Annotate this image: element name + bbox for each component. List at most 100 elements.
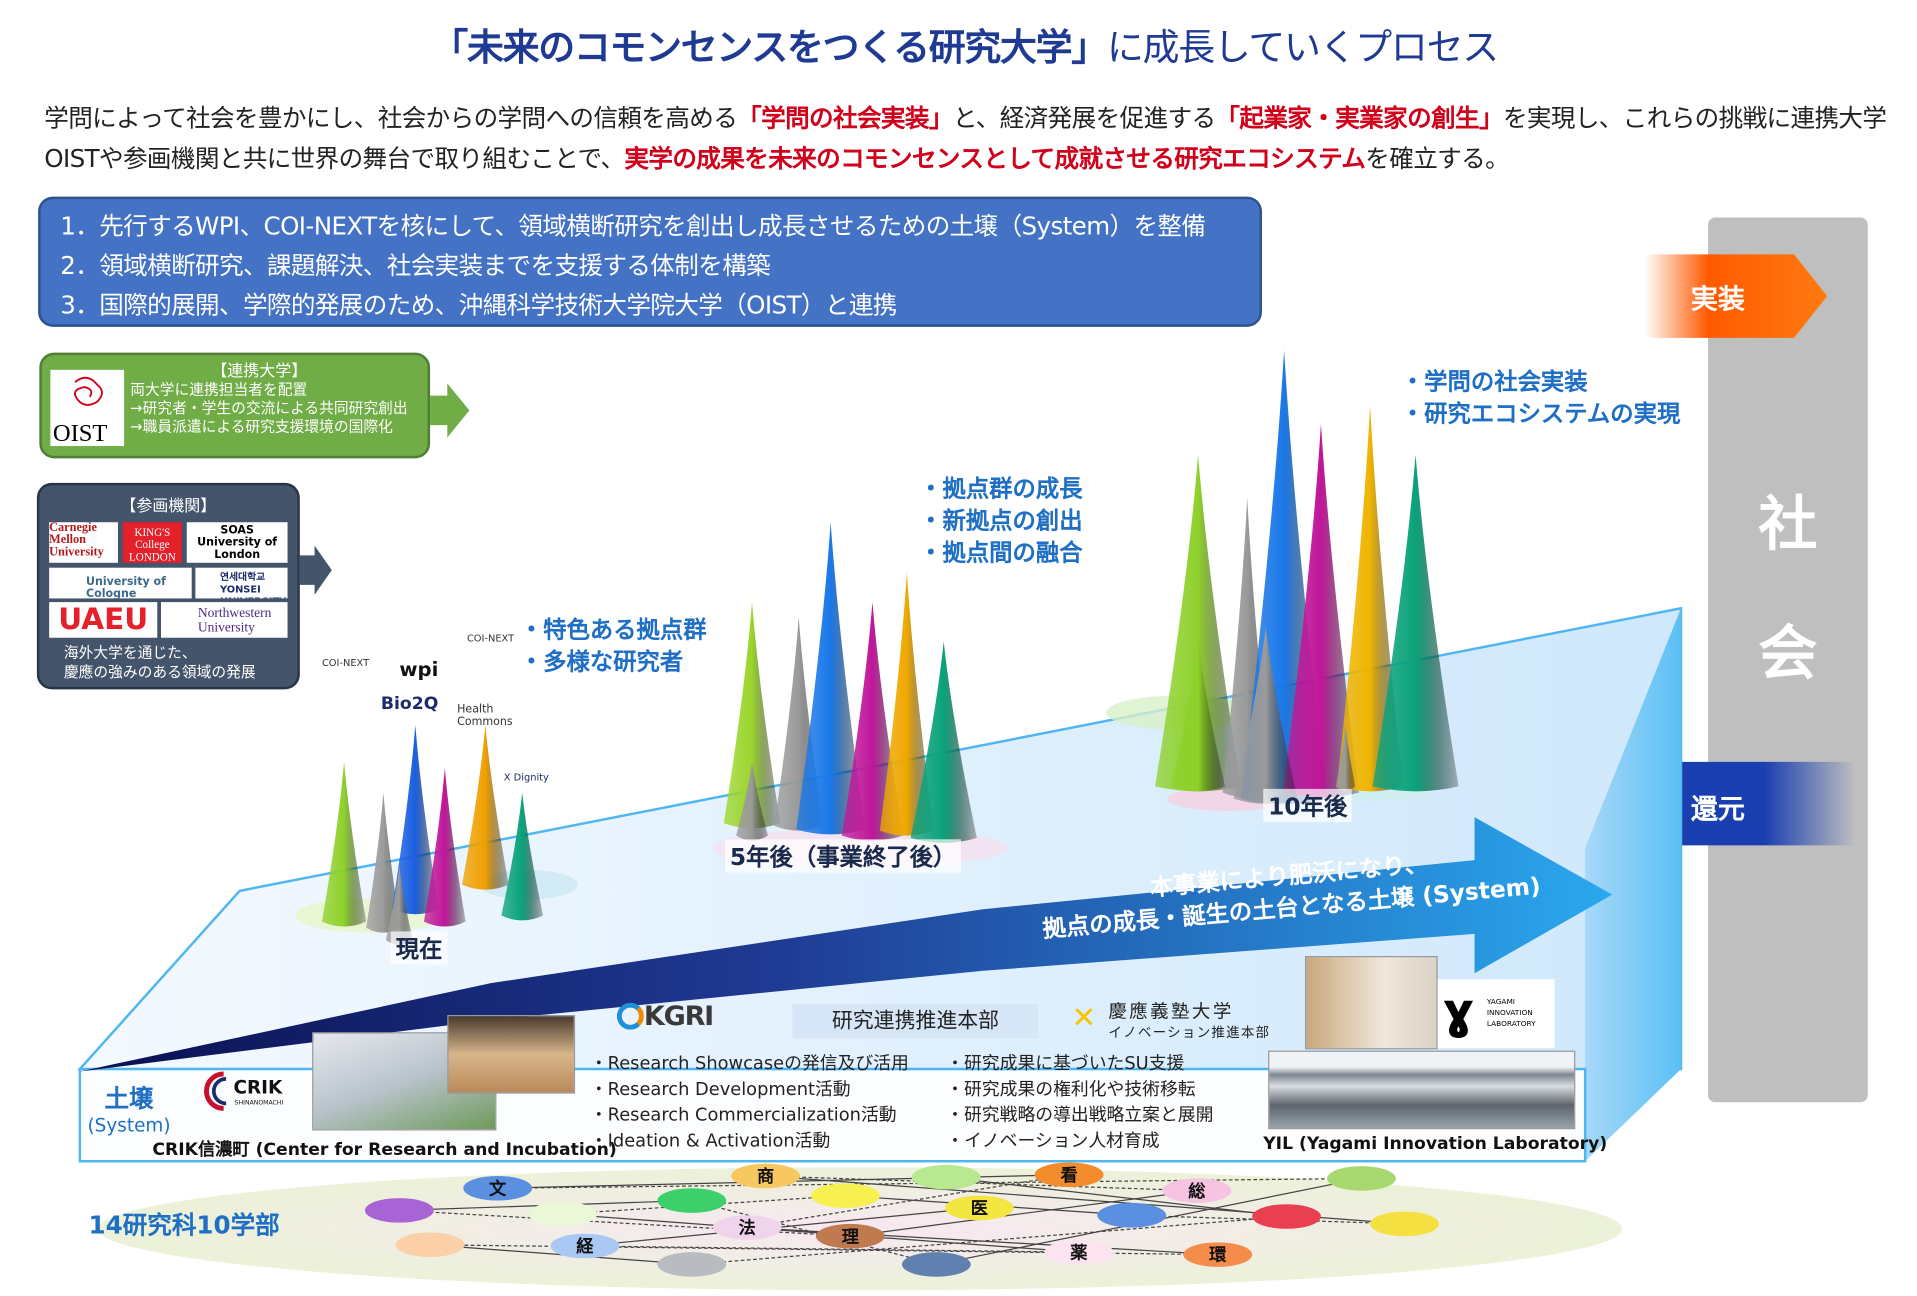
faculty-node-label: 法 bbox=[739, 1218, 756, 1239]
society-char: 社 bbox=[1758, 490, 1818, 560]
soil-platform-side bbox=[1585, 608, 1681, 1162]
faculty-node bbox=[731, 1163, 800, 1189]
bullet: ・新拠点の創出 bbox=[919, 507, 1083, 535]
network-link bbox=[691, 1199, 937, 1266]
oist-arrow-icon bbox=[430, 383, 470, 438]
soil-title: 土壌 bbox=[104, 1083, 154, 1114]
list-item: ・研究成果に基づいたSU支援 bbox=[946, 1054, 1185, 1074]
kgri-logo: KGRI bbox=[616, 1001, 714, 1032]
bullet: ・拠点群の成長 bbox=[919, 475, 1083, 503]
faculty-node bbox=[1183, 1242, 1253, 1267]
faculty-node bbox=[550, 1233, 620, 1259]
cologne-logo: University of Cologne bbox=[49, 567, 192, 599]
research-hub-cone bbox=[736, 761, 769, 841]
faculty-node bbox=[815, 1223, 885, 1249]
growth-arrow bbox=[79, 817, 1613, 1072]
implement-arrow bbox=[1644, 254, 1828, 338]
bio2q-logo: Bio2Q bbox=[380, 694, 439, 714]
research-hub-cone bbox=[1155, 454, 1242, 792]
oist-logo: OIST bbox=[50, 369, 125, 447]
society-bar: 社 会 bbox=[1708, 217, 1868, 1103]
faculty-node bbox=[1370, 1211, 1439, 1237]
faculty-node-label: 環 bbox=[1209, 1246, 1227, 1266]
research-hub-cone bbox=[910, 641, 977, 843]
list-item: ・研究成果の権利化や技術移転 bbox=[946, 1080, 1196, 1100]
faculty-node bbox=[528, 1201, 598, 1227]
network-link bbox=[747, 1174, 1070, 1229]
network-link bbox=[691, 1215, 1287, 1266]
svg-text:CRIK: CRIK bbox=[233, 1078, 283, 1099]
keio-name: 慶應義塾大学 bbox=[1108, 1000, 1234, 1023]
stage-5yr-label: 5年後（事業終了後） bbox=[724, 839, 962, 873]
soil-sub: (System) bbox=[87, 1114, 171, 1137]
stage-10yr-label: 10年後 bbox=[1263, 788, 1353, 823]
bullet: ・特色ある拠点群 bbox=[519, 616, 707, 644]
bullet: ・多様な研究者 bbox=[519, 648, 684, 676]
innovation-activity-list: ・研究成果に基づいたSU支援 ・研究成果の権利化や技術移転 ・研究戦略の導出戦略… bbox=[946, 1052, 1213, 1155]
goal-item: 1．先行するWPI、COI-NEXTを核にして、領域横断研究を創出し成長させるた… bbox=[60, 211, 1206, 241]
faculty-node bbox=[1252, 1204, 1321, 1229]
northwestern-logo: Northwestern University bbox=[160, 602, 288, 638]
network-link bbox=[850, 1190, 1197, 1237]
research-hub-cone bbox=[796, 522, 866, 835]
faculty-node bbox=[901, 1252, 971, 1277]
list-item: ・Ideation & Activation活動 bbox=[589, 1131, 831, 1152]
faculty-node-label: 文 bbox=[489, 1178, 507, 1199]
research-hub-cone bbox=[1171, 638, 1226, 792]
research-hub-cone bbox=[423, 768, 466, 927]
coi-next-logo: COI-NEXT bbox=[321, 657, 370, 669]
faculty-node-label: 医 bbox=[971, 1199, 988, 1219]
oist-line: →研究者・学生の交流による共同研究創出 bbox=[130, 399, 408, 417]
list-item: ・研究戦略の導出戦略立案と展開 bbox=[946, 1105, 1214, 1126]
network-link bbox=[946, 1176, 1287, 1218]
research-hub-cone bbox=[366, 792, 401, 933]
yil-caption: YIL (Yagami Innovation Laboratory) bbox=[1263, 1134, 1608, 1154]
research-hub-cone bbox=[1233, 626, 1298, 804]
faculty-node bbox=[1034, 1162, 1104, 1188]
cmu-logo: Carnegie Mellon University bbox=[49, 522, 118, 563]
faculty-node bbox=[463, 1175, 533, 1201]
uaeu-logo: UAEU bbox=[49, 602, 158, 638]
faculty-node-label: 総 bbox=[1188, 1181, 1206, 1202]
research-hub-cone bbox=[1335, 724, 1356, 792]
network-link bbox=[584, 1207, 980, 1247]
return-arrow bbox=[1628, 761, 1856, 846]
crik-interior-photo bbox=[447, 1014, 576, 1094]
list-item: ・Research Showcaseの発信及び活用 bbox=[589, 1054, 909, 1074]
page-title: 「未来のコモンセンスをつくる研究大学」に成長していくプロセス bbox=[431, 27, 1499, 71]
soil-label: 土壌 (System) bbox=[86, 1079, 172, 1137]
network-link bbox=[765, 1175, 1197, 1192]
society-char: 会 bbox=[1758, 619, 1818, 689]
intro-text: 学問によって社会を豊かにし、社会からの学問への信頼を高める「学問の社会実装」と、… bbox=[44, 103, 1887, 174]
goal-item: 3．国際的展開、学際的発展のため、沖縄科学技術大学院大学（OIST）と連携 bbox=[60, 289, 897, 320]
innovation-name: イノベーション推進本部 bbox=[1108, 1024, 1271, 1041]
partner-arrow-icon bbox=[299, 545, 332, 595]
faculty-node-label: 薬 bbox=[1070, 1243, 1088, 1263]
wpi-logo: wpi bbox=[399, 657, 439, 681]
svg-text:SHINANOMACHI: SHINANOMACHI bbox=[235, 1100, 284, 1107]
partner-university-box: OIST 【連携大学】 両大学に連携担当者を配置 →研究者・学生の交流による共同… bbox=[39, 352, 431, 459]
coi-next-logo: COI-NEXT bbox=[466, 632, 515, 644]
yil-interior-photo bbox=[1304, 956, 1438, 1050]
research-hub-cone bbox=[1282, 423, 1360, 798]
faculty-node bbox=[712, 1215, 782, 1240]
return-label: 還元 bbox=[1690, 795, 1745, 826]
research-hub-cone bbox=[879, 572, 934, 836]
faculty-node bbox=[811, 1183, 880, 1208]
crik-caption: CRIK信濃町 (Center for Research and Incubat… bbox=[152, 1140, 617, 1160]
research-hub-cone bbox=[462, 724, 509, 890]
soas-logo: SOAS University of London bbox=[186, 522, 288, 563]
goals-box: 1．先行するWPI、COI-NEXTを核にして、領域横断研究を創出し成長させるた… bbox=[38, 196, 1262, 327]
goal-item: 2．領域横断研究、課題解決、社会実装までを支援する体制を構築 bbox=[60, 250, 771, 281]
five-year-bullets: ・拠点群の成長 ・新拠点の創出 ・拠点間の融合 bbox=[919, 473, 1082, 569]
faculty-node bbox=[657, 1252, 727, 1277]
stage-now-label: 現在 bbox=[390, 931, 448, 965]
faculty-node bbox=[1327, 1166, 1396, 1191]
implement-label: 実装 bbox=[1690, 285, 1745, 316]
faculty-node bbox=[364, 1198, 434, 1223]
faculties-label: 14研究科10学部 bbox=[88, 1210, 280, 1240]
svg-text:OIST: OIST bbox=[53, 420, 108, 446]
oist-heading: 【連携大学】 bbox=[211, 362, 308, 381]
research-hub-cone bbox=[501, 792, 544, 921]
